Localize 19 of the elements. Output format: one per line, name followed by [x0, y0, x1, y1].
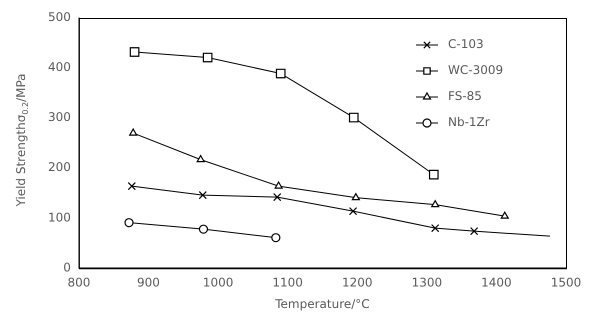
x-tick-label: 1300	[412, 276, 442, 290]
x-tick-label: 1500	[550, 276, 582, 290]
y-tick-label: 200	[48, 160, 71, 174]
x-tick-label: 1000	[202, 276, 234, 290]
x-tick-label: 1200	[342, 276, 373, 290]
legend-label: FS-85	[448, 89, 482, 104]
legend-label: WC-3009	[448, 63, 504, 78]
y-tick-label: 0	[63, 260, 71, 274]
x-tick-label: 1400	[481, 276, 512, 290]
x-axis-title: Temperature/°C	[274, 296, 370, 311]
y-tick-label: 500	[48, 10, 71, 24]
x-tick-label: 900	[137, 276, 160, 290]
legend-label: C-103	[448, 37, 484, 52]
y-tick-label: 400	[48, 60, 71, 74]
x-tick-label: 800	[67, 276, 90, 290]
y-tick-label: 100	[48, 210, 71, 224]
legend-label: Nb-1Zr	[448, 115, 490, 130]
y-tick-label: 300	[48, 110, 71, 124]
x-tick-label: 1100	[272, 276, 303, 290]
